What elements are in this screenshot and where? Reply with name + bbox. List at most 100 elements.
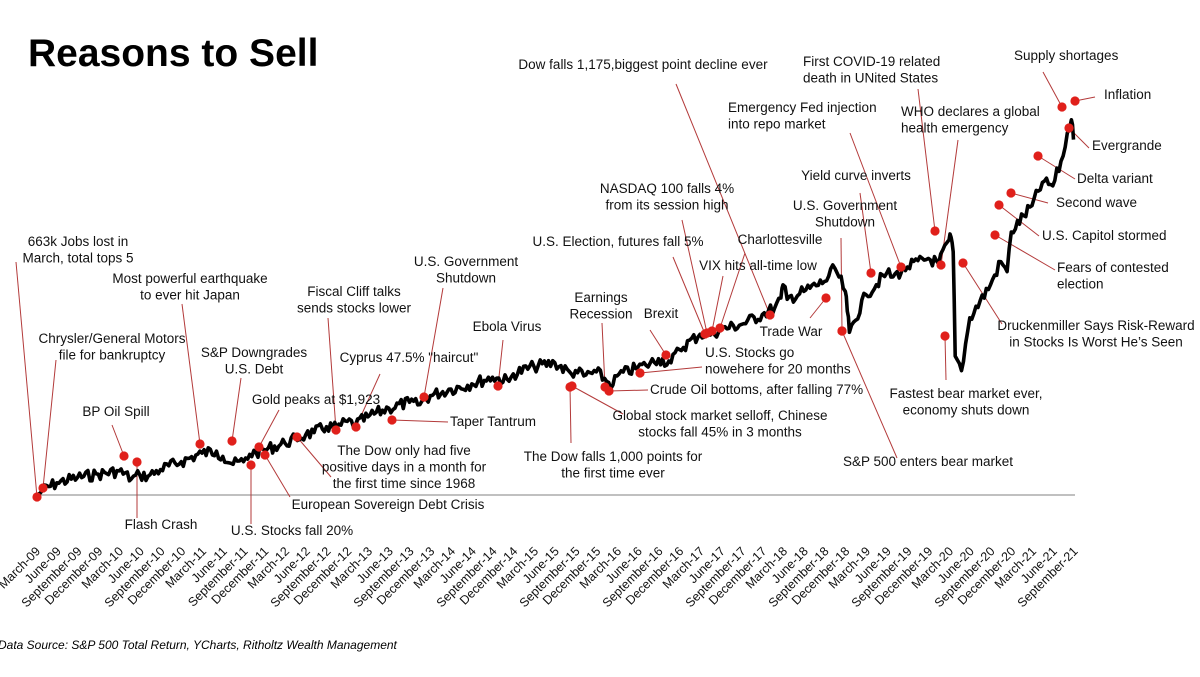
annotation-line: election xyxy=(1057,277,1104,292)
annotation-line: to ever hit Japan xyxy=(140,288,240,303)
annotation-line: Earnings xyxy=(574,290,628,305)
annotation-label: Taper Tantrum xyxy=(450,414,536,429)
annotation-label: The Dow falls 1,000 points for the first … xyxy=(524,449,703,481)
annotation-line: death in UNited States xyxy=(803,71,938,86)
annotation-label: Ebola Virus xyxy=(473,319,542,334)
annotation-line: in Stocks Is Worst He’s Seen xyxy=(1009,335,1183,350)
annotation-line: Recession xyxy=(569,307,632,322)
annotation-label: NASDAQ 100 falls 4% from its session high xyxy=(600,181,734,213)
annotation-line: Inflation xyxy=(1104,87,1151,102)
annotation-label: European Sovereign Debt Crisis xyxy=(292,497,485,512)
event-marker xyxy=(227,436,237,446)
leader-line xyxy=(15,261,38,498)
annotation-line: nowehere for 20 months xyxy=(705,362,851,377)
annotation-line: Global stock market selloff, Chinese xyxy=(612,408,827,423)
annotation-line: from its session high xyxy=(605,198,728,213)
leader-lines xyxy=(15,71,1096,524)
event-marker xyxy=(1033,151,1043,161)
annotation-line: U.S. Stocks fall 20% xyxy=(231,523,353,538)
annotation-label: First COVID-19 related death in UNited St… xyxy=(803,54,940,86)
annotation-line: Charlottesville xyxy=(738,232,823,247)
annotation-line: Delta variant xyxy=(1077,171,1153,186)
annotation-line: Shutdown xyxy=(815,215,875,230)
event-marker xyxy=(292,432,302,442)
annotation-line: Dow falls 1,175,biggest point decline ev… xyxy=(518,57,768,72)
annotation-line: March, total tops 5 xyxy=(22,251,133,266)
annotation-label: Delta variant xyxy=(1077,171,1153,186)
event-markers xyxy=(32,96,1080,502)
annotation-line: Most powerful earthquake xyxy=(112,271,267,286)
annotation-line: Flash Crash xyxy=(125,517,198,532)
annotation-label: Chrysler/General Motors file for bankrupt… xyxy=(38,331,185,363)
annotation-label: Fiscal Cliff talks sends stocks lower xyxy=(297,284,412,316)
annotation-line: the first time since 1968 xyxy=(333,476,476,491)
event-marker xyxy=(958,258,968,268)
annotation-line: Evergrande xyxy=(1092,138,1162,153)
annotation-line: S&P 500 enters bear market xyxy=(843,454,1013,469)
annotation-label: Fears of contested election xyxy=(1057,260,1169,292)
annotation-line: U.S. Capitol stormed xyxy=(1042,228,1167,243)
leader-line xyxy=(711,275,724,332)
annotation-line: VIX hits all-time low xyxy=(699,258,817,273)
event-marker xyxy=(940,331,950,341)
annotation-line: NASDAQ 100 falls 4% xyxy=(600,181,734,196)
annotation-label: Most powerful earthquake to ever hit Japa… xyxy=(112,271,267,303)
event-marker xyxy=(351,422,361,432)
annotation-line: U.S. Election, futures fall 5% xyxy=(532,234,703,249)
annotation-line: positive days in a month for xyxy=(322,460,487,475)
leader-line xyxy=(859,192,872,274)
event-marker xyxy=(1057,102,1067,112)
event-marker xyxy=(821,293,831,303)
leader-line xyxy=(675,83,771,316)
annotation-line: sends stocks lower xyxy=(297,301,412,316)
leader-line xyxy=(571,385,624,415)
annotation-line: Shutdown xyxy=(436,271,496,286)
event-marker xyxy=(32,492,42,502)
annotation-label: Charlottesville xyxy=(738,232,823,247)
leader-line xyxy=(1042,71,1063,108)
annotation-label: Brexit xyxy=(644,306,679,321)
annotation-line: economy shuts down xyxy=(903,403,1030,418)
annotation-line: U.S. Government xyxy=(793,198,898,213)
leader-line xyxy=(601,322,606,388)
annotation-label: S&P 500 enters bear market xyxy=(843,454,1013,469)
annotation-label: The Dow only had five positive days in a … xyxy=(322,443,487,491)
leader-line xyxy=(994,234,1056,271)
annotation-label: VIX hits all-time low xyxy=(699,258,817,273)
leader-line xyxy=(42,359,57,489)
annotation-line: S&P Downgrades xyxy=(201,345,308,360)
annotation-line: Ebola Virus xyxy=(473,319,542,334)
event-marker xyxy=(765,310,775,320)
annotation-label: U.S. Election, futures fall 5% xyxy=(532,234,703,249)
annotation-label: U.S. Government Shutdown xyxy=(414,254,519,286)
annotation-line: Crude Oil bottoms, after falling 77% xyxy=(650,382,863,397)
event-marker xyxy=(866,268,876,278)
annotation-line: Supply shortages xyxy=(1014,48,1119,63)
annotation-line: Druckenmiller Says Risk-Reward xyxy=(997,318,1194,333)
event-marker xyxy=(661,350,671,360)
annotation-line: Fears of contested xyxy=(1057,260,1169,275)
event-marker xyxy=(635,368,645,378)
leader-line xyxy=(264,454,291,498)
annotation-label: Druckenmiller Says Risk-Reward in Stocks … xyxy=(997,318,1194,350)
event-marker xyxy=(837,326,847,336)
annotation-line: Fiscal Cliff talks xyxy=(307,284,401,299)
event-marker xyxy=(936,260,946,270)
annotation-label: 663k Jobs lost in March, total tops 5 xyxy=(22,234,133,266)
annotation-line: Yield curve inverts xyxy=(801,168,911,183)
leader-line xyxy=(849,132,902,268)
annotation-line: European Sovereign Debt Crisis xyxy=(292,497,485,512)
chart-title: Reasons to Sell xyxy=(28,32,319,75)
event-marker xyxy=(387,415,397,425)
annotation-label: U.S. Capitol stormed xyxy=(1042,228,1167,243)
event-marker xyxy=(567,381,577,391)
annotation-label: Evergrande xyxy=(1092,138,1162,153)
event-marker xyxy=(195,439,205,449)
data-source-note: Data Source: S&P 500 Total Return, YChar… xyxy=(0,638,397,652)
annotation-line: the first time ever xyxy=(561,466,665,481)
leader-line xyxy=(296,436,332,478)
leader-line xyxy=(681,219,708,334)
x-axis-ticks: March-09June-09September-09December-09Ma… xyxy=(0,544,1081,610)
leader-line xyxy=(917,88,936,232)
